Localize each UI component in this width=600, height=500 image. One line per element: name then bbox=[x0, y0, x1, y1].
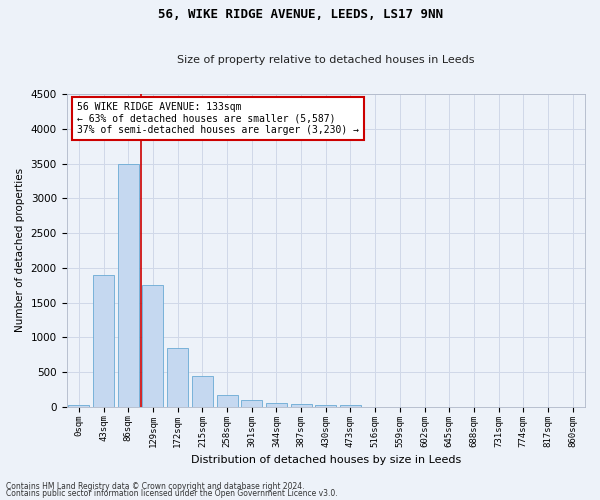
Bar bbox=[315, 404, 336, 407]
Bar bbox=[290, 404, 311, 407]
Text: Contains HM Land Registry data © Crown copyright and database right 2024.: Contains HM Land Registry data © Crown c… bbox=[6, 482, 305, 491]
Bar bbox=[266, 403, 287, 407]
Bar bbox=[340, 406, 361, 407]
Title: Size of property relative to detached houses in Leeds: Size of property relative to detached ho… bbox=[177, 56, 475, 66]
Text: Contains public sector information licensed under the Open Government Licence v3: Contains public sector information licen… bbox=[6, 489, 338, 498]
Bar bbox=[241, 400, 262, 407]
Bar bbox=[68, 404, 89, 407]
Bar bbox=[142, 285, 163, 407]
Bar bbox=[118, 164, 139, 407]
Bar bbox=[217, 395, 238, 407]
X-axis label: Distribution of detached houses by size in Leeds: Distribution of detached houses by size … bbox=[191, 455, 461, 465]
Bar bbox=[167, 348, 188, 407]
Text: 56, WIKE RIDGE AVENUE, LEEDS, LS17 9NN: 56, WIKE RIDGE AVENUE, LEEDS, LS17 9NN bbox=[157, 8, 443, 20]
Bar bbox=[93, 274, 114, 407]
Text: 56 WIKE RIDGE AVENUE: 133sqm
← 63% of detached houses are smaller (5,587)
37% of: 56 WIKE RIDGE AVENUE: 133sqm ← 63% of de… bbox=[77, 102, 359, 135]
Y-axis label: Number of detached properties: Number of detached properties bbox=[15, 168, 25, 332]
Bar bbox=[192, 376, 213, 407]
